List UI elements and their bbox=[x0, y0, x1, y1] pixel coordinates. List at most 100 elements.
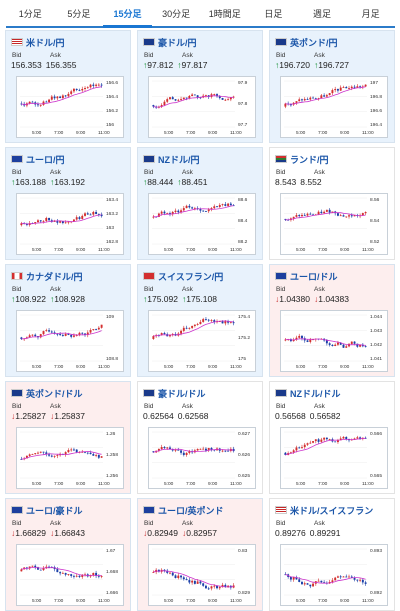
rate-card[interactable]: NZドル/円 Bid Ask ↑88.444 ↑88.451 88.6 88.4 88.2 5:… bbox=[137, 147, 263, 260]
rate-card[interactable]: スイスフラン/円 Bid Ask ↑175.092 ↑175.108 175.4 175.2… bbox=[137, 264, 263, 377]
candlestick-chart[interactable]: 88.6 88.4 88.2 5:00 7:00 9:00 11:00 bbox=[148, 193, 256, 255]
candle-body bbox=[86, 213, 89, 215]
candle-body bbox=[78, 89, 81, 91]
pair-name[interactable]: 英ポンド/円 bbox=[290, 37, 338, 48]
y-tick-label: 8.56 bbox=[370, 197, 380, 203]
rate-card[interactable]: ランド/円 Bid Ask 8.543 8.552 8.56 8.54 8.52 5:00 7:0… bbox=[269, 147, 395, 260]
candle-body bbox=[227, 321, 230, 323]
tab-5[interactable]: 日足 bbox=[264, 9, 283, 19]
arrow-up-icon: ↑ bbox=[181, 294, 187, 304]
rate-card[interactable]: 英ポンド/円 Bid Ask ↑196.720 ↑196.727 197 196.8 196.… bbox=[269, 30, 395, 143]
candle-body bbox=[323, 582, 326, 584]
candlestick-chart[interactable]: 0.893 0.892 5:00 7:00 9:00 11:00 bbox=[280, 544, 388, 606]
rate-card[interactable]: ユーロ/英ポンド Bid Ask ↓0.82949 ↓0.82957 0.83 0.829 5… bbox=[137, 498, 263, 611]
rate-card[interactable]: 米ドル/円 Bid Ask 156.353 156.355 156.6 156.4 156.2… bbox=[5, 30, 131, 143]
pair-name[interactable]: ユーロ/ドル bbox=[290, 271, 338, 282]
candlestick-chart[interactable]: 163.4 163.2 163 162.8 5:00 7:00 9:00 11:00 bbox=[16, 193, 124, 255]
candle-body bbox=[284, 452, 287, 455]
candlestick-chart[interactable]: 8.56 8.54 8.52 5:00 7:00 9:00 11:00 bbox=[280, 193, 388, 255]
candle-body bbox=[336, 213, 339, 216]
pair-name[interactable]: 米ドル/円 bbox=[26, 37, 65, 48]
pair-name[interactable]: ユーロ/英ポンド bbox=[158, 505, 224, 516]
ask-price: 8.552 bbox=[300, 177, 321, 187]
candlestick-chart[interactable]: 0.627 0.626 0.625 5:00 7:00 9:00 11:00 bbox=[148, 427, 256, 489]
price-row: 8.543 8.552 bbox=[275, 177, 326, 187]
candlestick-chart[interactable]: 97.9 97.8 97.7 5:00 7:00 9:00 11:00 bbox=[148, 76, 256, 138]
rate-card[interactable]: 米ドル/スイスフラン Bid Ask 0.89276 0.89291 0.893 0.892… bbox=[269, 498, 395, 611]
candle-body bbox=[84, 574, 86, 576]
candlestick-chart[interactable]: 0.566 0.565 5:00 7:00 9:00 11:00 bbox=[280, 427, 388, 489]
tab-6[interactable]: 週足 bbox=[313, 9, 332, 19]
candle-body bbox=[31, 565, 34, 567]
y-tick-label: 196.8 bbox=[370, 94, 382, 100]
ask-label: Ask bbox=[314, 403, 325, 410]
candlestick-chart[interactable]: 0.83 0.829 5:00 7:00 9:00 11:00 bbox=[148, 544, 256, 606]
candle-body bbox=[100, 575, 103, 577]
candlestick-chart[interactable]: 1.26 1.258 1.256 5:00 7:00 9:00 11:00 bbox=[16, 427, 124, 489]
candle-body bbox=[75, 449, 78, 453]
candle-body bbox=[86, 87, 89, 89]
pair-name[interactable]: スイスフラン/円 bbox=[158, 271, 224, 282]
candle-body bbox=[292, 216, 295, 219]
bid-price: ↑88.444 bbox=[143, 177, 173, 187]
bid-price: ↓1.25827 bbox=[11, 411, 46, 421]
y-tick-label: 197 bbox=[370, 80, 378, 86]
moving-average-line bbox=[285, 573, 366, 584]
rate-card[interactable]: ユーロ/円 Bid Ask ↑163.188 ↑163.192 163.4 163.2 163… bbox=[5, 147, 131, 260]
candle-body bbox=[221, 204, 224, 206]
pair-name[interactable]: ランド/円 bbox=[290, 154, 329, 165]
rate-card[interactable]: 豪ドル/ドル Bid Ask 0.62564 0.62568 0.627 0.626 0.62… bbox=[137, 381, 263, 494]
y-tick-label: 196.4 bbox=[370, 122, 382, 128]
rate-card[interactable]: ユーロ/ドル Bid Ask ↓1.04380 ↓1.04383 1.044 1.043 1.… bbox=[269, 264, 395, 377]
rate-card[interactable]: 英ポンド/ドル Bid Ask ↓1.25827 ↓1.25837 1.26 1.258 1.… bbox=[5, 381, 131, 494]
candle-body bbox=[339, 215, 342, 217]
candle-body bbox=[317, 580, 320, 582]
pair-name[interactable]: 米ドル/スイスフラン bbox=[290, 505, 374, 516]
rate-card[interactable]: カナダドル/円 Bid Ask ↑108.922 ↑108.928 109 108.8 5:0… bbox=[5, 264, 131, 377]
candle-body bbox=[188, 451, 191, 453]
pair-name[interactable]: ユーロ/円 bbox=[26, 154, 65, 165]
candlestick-chart[interactable]: 109 108.8 5:00 7:00 9:00 11:00 bbox=[16, 310, 124, 372]
candle-body bbox=[64, 95, 67, 97]
pair-name[interactable]: 豪ドル/円 bbox=[158, 37, 197, 48]
tab-3[interactable]: 30分足 bbox=[162, 9, 191, 19]
arrow-up-icon: ↑ bbox=[11, 294, 16, 304]
candle-body bbox=[295, 447, 298, 451]
x-tick-label: 11:00 bbox=[230, 598, 242, 604]
candle-body bbox=[204, 585, 207, 589]
tab-2[interactable]: 15分足 bbox=[103, 4, 152, 28]
rate-card[interactable]: 豪ドル/円 Bid Ask ↑97.812 ↑97.817 97.9 97.8 97.7 5:0… bbox=[137, 30, 263, 143]
pair-name[interactable]: ユーロ/豪ドル bbox=[26, 505, 83, 516]
arrow-down-icon: ↓ bbox=[49, 528, 55, 538]
candle-body bbox=[28, 566, 31, 569]
candlestick-chart[interactable]: 175.4 175.2 175 5:00 7:00 9:00 11:00 bbox=[148, 310, 256, 372]
candle-body bbox=[81, 575, 84, 577]
candlestick-chart[interactable]: 197 196.8 196.6 196.4 5:00 7:00 9:00 11:00 bbox=[280, 76, 388, 138]
pair-name[interactable]: カナダドル/円 bbox=[26, 271, 83, 282]
pair-name[interactable]: 英ポンド/ドル bbox=[26, 388, 83, 399]
candle-body bbox=[218, 321, 221, 323]
candle-body bbox=[61, 572, 64, 574]
candle-body bbox=[284, 218, 287, 220]
pair-name[interactable]: 豪ドル/ドル bbox=[158, 388, 206, 399]
arrow-down-icon: ↓ bbox=[313, 294, 319, 304]
rate-card[interactable]: ユーロ/豪ドル Bid Ask ↓1.66829 ↓1.66843 1.67 1.668 1.… bbox=[5, 498, 131, 611]
y-tick-label: 1.258 bbox=[106, 452, 118, 458]
tab-4[interactable]: 1時間足 bbox=[208, 9, 241, 19]
candlestick-chart[interactable]: 1.67 1.668 1.666 5:00 7:00 9:00 11:00 bbox=[16, 544, 124, 606]
pair-name[interactable]: NZドル/円 bbox=[158, 154, 200, 165]
tab-1[interactable]: 5分足 bbox=[67, 9, 91, 19]
ask-value: 108.928 bbox=[54, 294, 85, 304]
tab-0[interactable]: 1分足 bbox=[18, 9, 42, 19]
rate-card[interactable]: NZドル/ドル Bid Ask 0.56568 0.56582 0.566 0.565 5:0… bbox=[269, 381, 395, 494]
bid-price: ↑163.188 bbox=[11, 177, 46, 187]
price-row: ↓1.04380 ↓1.04383 bbox=[275, 294, 353, 304]
pair-name[interactable]: NZドル/ドル bbox=[290, 388, 341, 399]
candlestick-chart[interactable]: 1.044 1.043 1.042 1.041 5:00 7:00 9:00 11:00 bbox=[280, 310, 388, 372]
candle-body bbox=[301, 447, 303, 448]
tab-7[interactable]: 月足 bbox=[361, 9, 380, 19]
candlestick-chart[interactable]: 156.6 156.4 156.2 156 5:00 7:00 9:00 11:00 bbox=[16, 76, 124, 138]
x-tick-label: 7:00 bbox=[186, 598, 196, 604]
x-tick-label: 5:00 bbox=[296, 598, 306, 604]
candle-body bbox=[312, 441, 315, 443]
